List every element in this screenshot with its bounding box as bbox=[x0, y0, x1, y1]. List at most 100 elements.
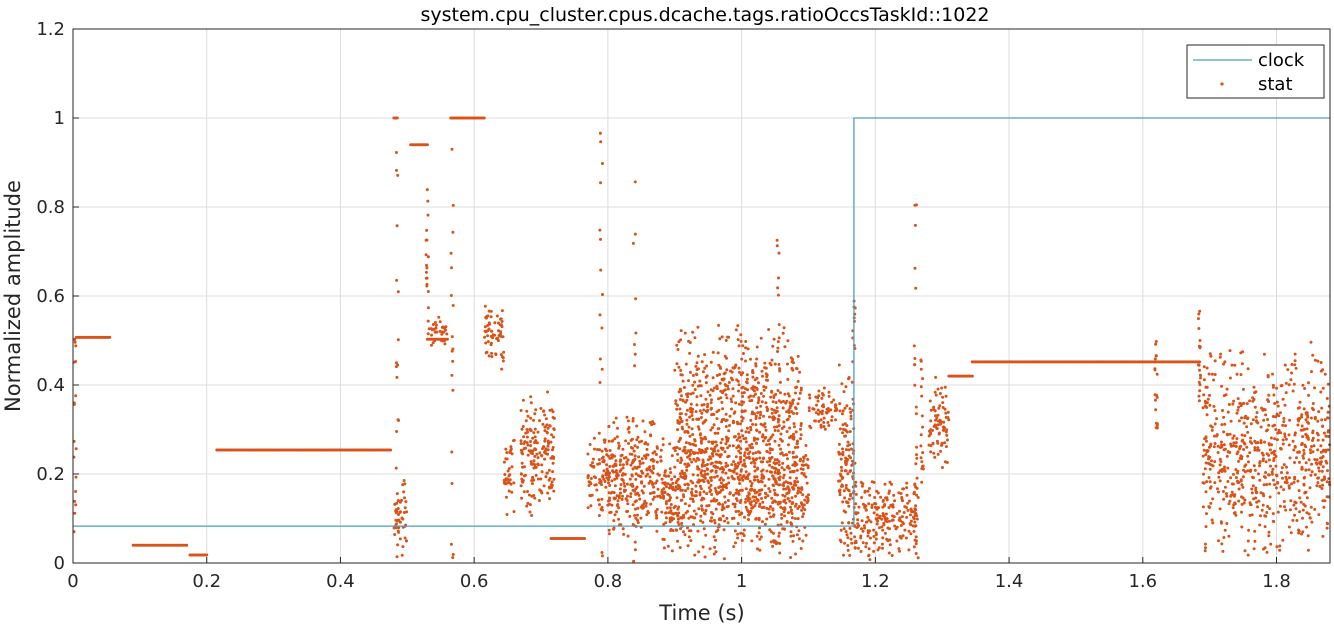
stat-point bbox=[1320, 469, 1324, 473]
stat-point bbox=[709, 360, 713, 364]
stat-point bbox=[450, 266, 453, 270]
stat-point bbox=[691, 500, 695, 503]
stat-point bbox=[854, 492, 858, 496]
stat-point bbox=[792, 470, 796, 474]
stat-point bbox=[849, 531, 853, 535]
stat-point bbox=[425, 143, 429, 147]
stat-point bbox=[531, 482, 534, 486]
stat-point bbox=[1315, 484, 1319, 488]
stat-point bbox=[1281, 423, 1285, 427]
stat-point bbox=[1275, 386, 1279, 390]
stat-point bbox=[874, 502, 878, 506]
stat-point bbox=[832, 398, 836, 402]
stat-point bbox=[686, 509, 690, 513]
stat-point bbox=[1302, 452, 1306, 455]
stat-point bbox=[895, 539, 899, 543]
stat-point bbox=[701, 460, 705, 464]
stat-point bbox=[734, 455, 738, 459]
stat-point bbox=[427, 327, 431, 331]
stat-point bbox=[399, 510, 402, 514]
stat-point bbox=[599, 140, 603, 144]
stat-point bbox=[1208, 352, 1212, 356]
stat-point bbox=[1284, 508, 1288, 512]
stat-point bbox=[648, 421, 652, 424]
stat-point bbox=[774, 409, 778, 413]
stat-point bbox=[1238, 445, 1242, 449]
stat-point bbox=[544, 452, 548, 455]
stat-point bbox=[689, 442, 692, 446]
stat-point bbox=[1254, 415, 1258, 419]
stat-point bbox=[728, 444, 732, 448]
stat-point bbox=[854, 484, 858, 488]
stat-point bbox=[807, 493, 810, 497]
stat-point bbox=[704, 397, 708, 401]
stat-point bbox=[502, 481, 506, 485]
stat-point bbox=[1203, 467, 1207, 471]
stat-point bbox=[1227, 403, 1231, 406]
stat-point bbox=[860, 484, 864, 488]
stat-point bbox=[552, 455, 556, 459]
stat-point bbox=[794, 407, 798, 411]
stat-point bbox=[777, 460, 781, 464]
stat-point bbox=[876, 519, 880, 523]
stat-point bbox=[450, 450, 454, 454]
stat-point bbox=[505, 451, 509, 455]
stat-point bbox=[613, 437, 617, 441]
stat-point bbox=[74, 475, 78, 479]
stat-point bbox=[426, 199, 430, 203]
stat-point bbox=[529, 440, 532, 443]
stat-point bbox=[508, 478, 512, 482]
stat-point bbox=[623, 484, 627, 488]
stat-point bbox=[796, 491, 800, 495]
stat-point bbox=[691, 433, 695, 436]
stat-point bbox=[542, 484, 546, 488]
stat-point bbox=[715, 384, 719, 388]
stat-point bbox=[686, 449, 690, 453]
stat-point bbox=[786, 485, 790, 489]
stat-point bbox=[1268, 482, 1272, 486]
stat-point bbox=[499, 317, 503, 321]
stat-point bbox=[443, 342, 447, 346]
stat-point bbox=[633, 465, 637, 469]
stat-point bbox=[912, 545, 916, 549]
stat-point bbox=[745, 456, 749, 460]
stat-point bbox=[709, 479, 713, 482]
stat-point bbox=[721, 391, 725, 395]
stat-point bbox=[1216, 444, 1220, 448]
stat-point bbox=[659, 448, 663, 452]
stat-point bbox=[765, 375, 769, 379]
stat-point bbox=[839, 457, 843, 461]
stat-point bbox=[1287, 433, 1291, 437]
stat-point bbox=[667, 486, 671, 490]
stat-point bbox=[861, 529, 865, 533]
stat-point bbox=[727, 468, 731, 472]
stat-point bbox=[520, 496, 524, 500]
stat-point bbox=[807, 409, 811, 413]
stat-point bbox=[512, 510, 516, 514]
stat-point bbox=[775, 406, 779, 410]
stat-point bbox=[688, 415, 692, 419]
stat-point bbox=[1202, 393, 1206, 397]
stat-point bbox=[820, 404, 824, 408]
stat-point bbox=[1202, 481, 1206, 485]
stat-point bbox=[702, 408, 706, 412]
stat-point bbox=[841, 431, 845, 435]
stat-point bbox=[770, 358, 774, 362]
stat-point bbox=[1254, 496, 1258, 500]
stat-point bbox=[842, 390, 846, 394]
stat-point bbox=[1302, 448, 1306, 452]
stat-point bbox=[887, 519, 891, 523]
clock-series bbox=[73, 117, 1330, 527]
stat-point bbox=[1231, 436, 1235, 440]
stat-point bbox=[718, 485, 722, 489]
stat-point bbox=[787, 411, 791, 414]
stat-point bbox=[601, 460, 605, 464]
stat-point bbox=[424, 253, 428, 257]
stat-point bbox=[883, 503, 887, 506]
stat-point bbox=[1315, 462, 1319, 466]
stat-point bbox=[521, 425, 525, 428]
stat-point bbox=[676, 514, 679, 517]
stat-point bbox=[724, 425, 728, 428]
stat-point bbox=[502, 350, 506, 354]
stat-point bbox=[1261, 459, 1265, 463]
